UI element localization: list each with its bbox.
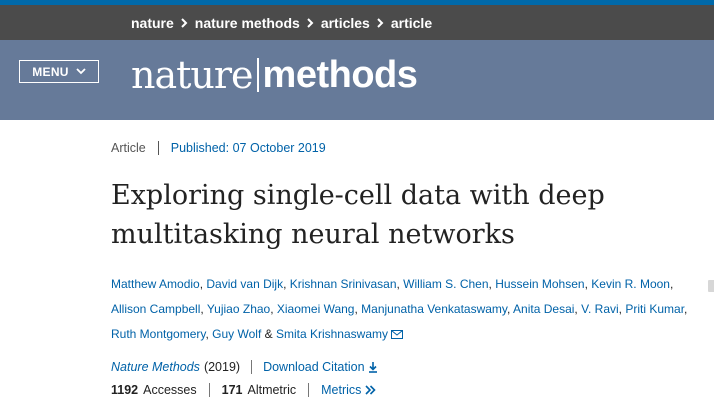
author-separator: , bbox=[488, 277, 496, 291]
author-link[interactable]: Yujiao Zhao bbox=[206, 302, 271, 316]
article-type: Article bbox=[111, 141, 159, 155]
author-link[interactable]: Smita Krishnaswamy bbox=[275, 327, 388, 341]
logo-divider bbox=[256, 58, 259, 92]
author-link[interactable]: Krishnan Srinivasan bbox=[289, 277, 397, 291]
top-accent-strip bbox=[0, 0, 714, 5]
author-link[interactable]: Manjunatha Venkataswamy bbox=[361, 302, 508, 316]
author-separator: , bbox=[396, 277, 404, 291]
metrics-label: Metrics bbox=[321, 383, 362, 397]
article-meta: Article Published: 07 October 2019 bbox=[111, 141, 326, 155]
author-link[interactable]: Kevin R. Moon bbox=[591, 277, 670, 291]
article-title-line2: multitasking neural networks bbox=[111, 219, 515, 250]
breadcrumb-item-nature-methods[interactable]: nature methods bbox=[194, 14, 300, 31]
download-arrow-icon bbox=[368, 361, 377, 373]
download-citation-label: Download Citation bbox=[263, 360, 365, 374]
chevron-right-icon bbox=[307, 15, 314, 31]
article-title-line1: Exploring single-cell data with deep bbox=[111, 180, 605, 211]
author-link[interactable]: David van Dijk bbox=[206, 277, 284, 291]
accesses-metric: 1192 Accesses bbox=[111, 383, 210, 397]
author-separator: , bbox=[200, 302, 207, 316]
menu-button-label: MENU bbox=[32, 64, 69, 79]
breadcrumb-item-articles[interactable]: articles bbox=[320, 14, 370, 31]
published-date-link[interactable]: Published: 07 October 2019 bbox=[171, 141, 326, 155]
scroll-indicator[interactable] bbox=[708, 280, 714, 292]
envelope-icon[interactable] bbox=[390, 330, 403, 339]
accesses-label: Accesses bbox=[143, 383, 197, 397]
author-link[interactable]: Matthew Amodio bbox=[111, 277, 200, 291]
site-header: MENU nature methods bbox=[0, 40, 714, 120]
author-separator: , bbox=[354, 302, 362, 316]
author-link[interactable]: Priti Kumar bbox=[625, 302, 685, 316]
breadcrumb-item-article: article bbox=[390, 14, 433, 31]
article-title: Exploring single-cell data with deep mul… bbox=[111, 176, 671, 254]
author-link[interactable]: Hussein Mohsen bbox=[495, 277, 585, 291]
breadcrumb-item-nature[interactable]: nature bbox=[131, 14, 174, 31]
download-citation-button[interactable]: Download Citation bbox=[263, 360, 377, 374]
breadcrumb-bar: nature nature methods articles article bbox=[0, 5, 714, 40]
logo-nature-text: nature bbox=[131, 53, 254, 97]
double-chevron-right-icon bbox=[365, 385, 377, 395]
author-link[interactable]: Ruth Montgomery bbox=[111, 327, 206, 341]
metrics-row: 1192 Accesses 171 Altmetric Metrics bbox=[111, 383, 377, 397]
altmetric-count: 171 bbox=[221, 383, 243, 397]
journal-name[interactable]: Nature Methods bbox=[111, 360, 200, 374]
breadcrumb: nature nature methods articles article bbox=[131, 15, 432, 31]
accesses-count: 1192 bbox=[111, 383, 139, 397]
author-separator: , bbox=[684, 302, 688, 316]
chevron-down-icon bbox=[76, 68, 86, 75]
author-separator: , bbox=[669, 277, 674, 291]
chevron-right-icon bbox=[181, 15, 188, 31]
author-link[interactable]: Xiaomei Wang bbox=[276, 302, 355, 316]
author-separator: , bbox=[574, 302, 582, 316]
author-list: Matthew Amodio, David van Dijk, Krishnan… bbox=[111, 272, 701, 347]
published-info: Published: 07 October 2019 bbox=[159, 141, 326, 155]
citation-row: Nature Methods (2019) Download Citation bbox=[111, 360, 378, 374]
author-link[interactable]: Allison Campbell bbox=[111, 302, 201, 316]
author-link[interactable]: Guy Wolf bbox=[212, 327, 262, 341]
menu-button[interactable]: MENU bbox=[19, 60, 99, 83]
author-link[interactable]: William S. Chen bbox=[403, 277, 489, 291]
author-separator: , bbox=[270, 302, 277, 316]
altmetric-label: Altmetric bbox=[247, 383, 297, 397]
author-separator: , bbox=[618, 302, 626, 316]
author-link[interactable]: Anita Desai bbox=[513, 302, 575, 316]
author-separator: , bbox=[199, 277, 207, 291]
author-separator: , bbox=[283, 277, 290, 291]
metrics-link[interactable]: Metrics bbox=[321, 383, 377, 397]
publication-year: (2019) bbox=[204, 360, 253, 374]
author-separator: , bbox=[205, 327, 213, 341]
chevron-right-icon bbox=[377, 15, 384, 31]
author-link[interactable]: V. Ravi bbox=[581, 302, 619, 316]
published-label: Published: bbox=[170, 141, 230, 155]
altmetric-metric: 171 Altmetric bbox=[221, 383, 310, 397]
journal-logo[interactable]: nature methods bbox=[131, 52, 418, 98]
author-separator: , bbox=[507, 302, 514, 316]
author-last-separator: & bbox=[261, 327, 276, 341]
logo-journal-text: methods bbox=[262, 53, 418, 96]
author-separator: , bbox=[584, 277, 592, 291]
published-date: 07 October 2019 bbox=[232, 141, 326, 155]
